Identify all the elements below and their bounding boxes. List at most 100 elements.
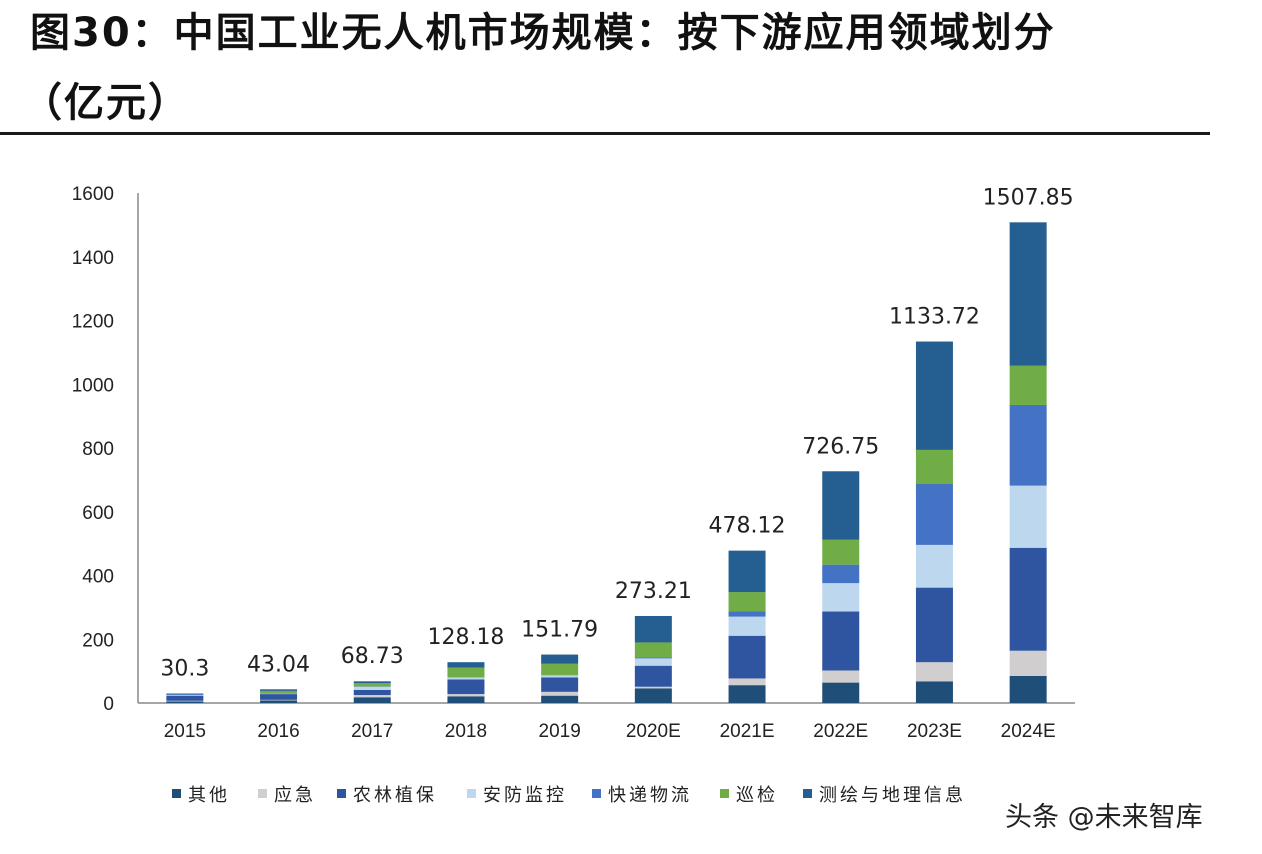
bar-segment-2019-2	[541, 677, 579, 692]
bar-segment-2024E-4	[1009, 404, 1047, 486]
x-tick-label: 2024E	[1001, 721, 1056, 742]
bar-segment-2024E-2	[1009, 547, 1047, 651]
total-label: 43.04	[247, 652, 310, 677]
total-label: 1507.85	[983, 185, 1074, 210]
bar-segment-2023E-1	[915, 662, 953, 682]
bar-segment-2017-2	[353, 689, 391, 696]
bar-segment-2021E-0	[728, 685, 766, 703]
x-tick-label: 2018	[445, 721, 487, 742]
x-tick-label: 2015	[164, 721, 206, 742]
legend-label: 安防监控	[483, 785, 567, 806]
bar-segment-2018-1	[447, 694, 485, 697]
x-tick-label: 2016	[257, 721, 299, 742]
bar-segment-2023E-3	[915, 544, 953, 588]
watermark: 头条 @未来智库	[1005, 802, 1203, 833]
bar-segment-2018-3	[447, 677, 485, 680]
bar-segment-2020E-4	[634, 657, 672, 659]
bar-segment-2023E-2	[915, 587, 953, 663]
y-tick-label: 200	[82, 630, 114, 651]
x-tick-label: 2023E	[907, 721, 962, 742]
bar-segment-2019-5	[541, 663, 579, 675]
bar-segment-2024E-0	[1009, 675, 1047, 703]
bar-segment-2020E-2	[634, 665, 672, 687]
bar-segment-2023E-6	[915, 341, 953, 450]
y-tick-label: 600	[82, 503, 114, 524]
bar-segment-2018-6	[447, 662, 485, 668]
legend-label: 其他	[188, 785, 230, 806]
bar-segment-2024E-3	[1009, 485, 1047, 548]
y-tick-label: 1200	[72, 312, 114, 333]
bar-segment-2022E-1	[822, 670, 860, 683]
x-tick-label: 2020E	[626, 721, 681, 742]
bar-segment-2015-1	[166, 700, 204, 702]
chart-subtitle: （亿元）	[22, 80, 190, 126]
bar-segment-2022E-0	[822, 682, 860, 703]
bar-segment-2024E-6	[1009, 222, 1047, 366]
legend-label: 巡检	[736, 785, 778, 806]
total-label: 1133.72	[889, 305, 980, 330]
bar-segment-2022E-6	[822, 471, 860, 540]
y-tick-label: 1600	[72, 184, 114, 205]
bar-segment-2019-6	[541, 654, 579, 664]
bar-segment-2023E-4	[915, 484, 953, 545]
legend-swatch-2	[337, 789, 346, 798]
y-tick-label: 1400	[72, 248, 114, 269]
bar-segment-2020E-3	[634, 658, 672, 666]
bar-segment-2017-0	[353, 697, 391, 703]
y-tick-label: 1000	[72, 375, 114, 396]
legend-label: 快递物流	[608, 785, 692, 806]
bar-segment-2021E-6	[728, 550, 766, 593]
legend-swatch-0	[172, 789, 181, 798]
bar-segment-2015-3	[166, 695, 204, 696]
bar-segment-2017-6	[353, 681, 391, 684]
bar-segment-2016-5	[260, 690, 298, 694]
bar-segment-2015-0	[166, 701, 204, 703]
x-tick-label: 2017	[351, 721, 393, 742]
total-label: 128.18	[427, 625, 504, 650]
bar-segment-2019-0	[541, 695, 579, 703]
bar-segment-2018-5	[447, 667, 485, 678]
bar-segment-2020E-6	[634, 615, 672, 643]
bar-segment-2016-1	[260, 699, 298, 701]
bar-segment-2021E-1	[728, 678, 766, 686]
bar-segment-2021E-3	[728, 616, 766, 636]
bar-segment-2021E-4	[728, 611, 766, 617]
bar-segment-2015-2	[166, 695, 204, 701]
legend-label: 农林植保	[353, 785, 437, 806]
chart-title: 图30：中国工业无人机市场规模：按下游应用领域划分	[30, 10, 1056, 56]
x-tick-label: 2021E	[720, 721, 775, 742]
title-rule	[0, 132, 1210, 135]
bar-segment-2016-0	[260, 700, 298, 703]
legend-swatch-3	[467, 789, 476, 798]
legend-swatch-6	[803, 789, 812, 798]
total-label: 30.3	[160, 656, 209, 681]
bar-segment-2017-3	[353, 686, 391, 690]
total-label: 478.12	[709, 514, 786, 539]
bar-segment-2018-0	[447, 696, 485, 703]
legend-label: 应急	[274, 785, 316, 806]
bar-segment-2022E-3	[822, 583, 860, 612]
bar-segment-2020E-0	[634, 688, 672, 703]
legend-swatch-5	[720, 789, 729, 798]
y-tick-label: 800	[82, 439, 114, 460]
bar-segment-2023E-0	[915, 681, 953, 703]
bar-segment-2018-2	[447, 679, 485, 695]
bar-segment-2024E-5	[1009, 365, 1047, 405]
x-tick-label: 2022E	[813, 721, 868, 742]
bar-segment-2016-2	[260, 694, 298, 700]
bar-segment-2017-5	[353, 683, 391, 687]
bar-segment-2020E-1	[634, 686, 672, 689]
total-label: 273.21	[615, 579, 692, 604]
bar-segment-2016-6	[260, 689, 298, 691]
bar-segment-2022E-4	[822, 564, 860, 584]
bar-segment-2017-1	[353, 695, 391, 698]
legend-label: 测绘与地理信息	[819, 785, 966, 806]
legend-swatch-1	[258, 789, 267, 798]
bar-segment-2019-3	[541, 675, 579, 678]
bar-segment-2023E-5	[915, 449, 953, 485]
x-tick-label: 2019	[539, 721, 581, 742]
legend-swatch-4	[592, 789, 601, 798]
total-label: 151.79	[521, 618, 598, 643]
bar-segment-2021E-5	[728, 592, 766, 612]
